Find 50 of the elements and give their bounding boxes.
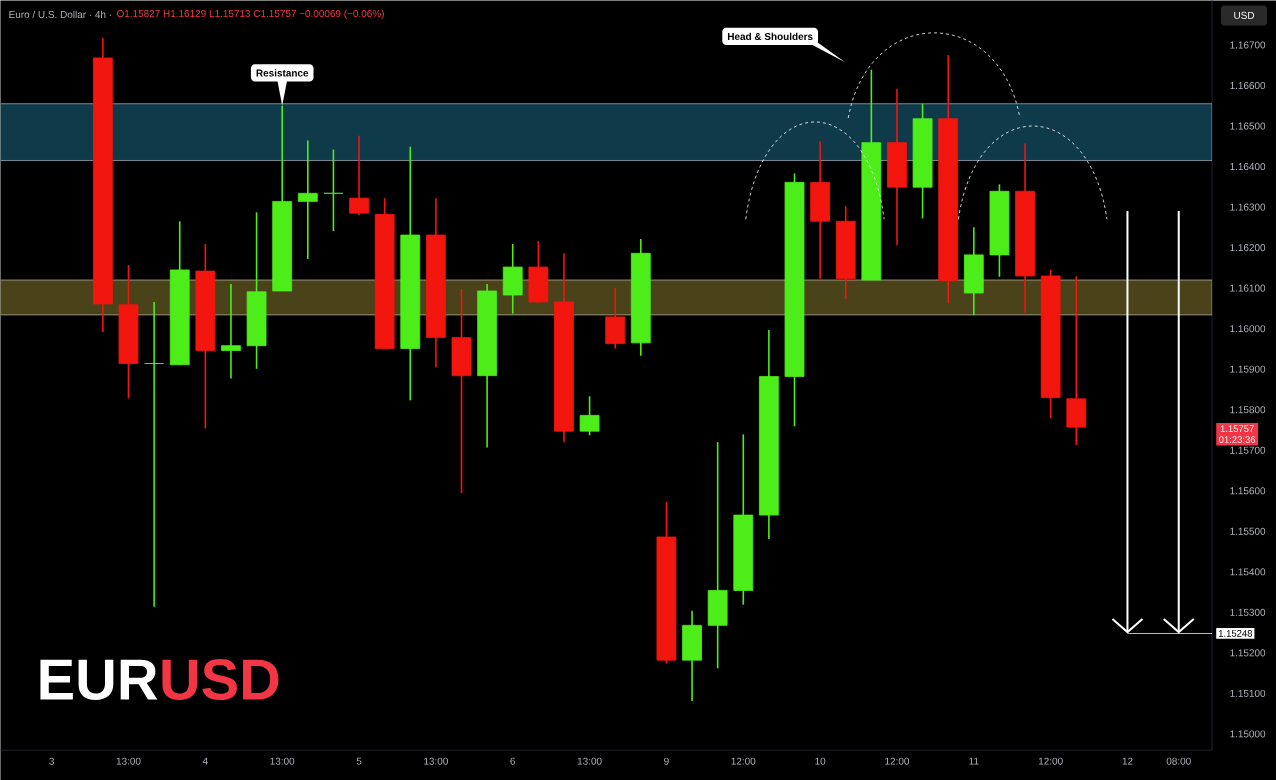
x-tick-label: 13:00 [424,757,448,765]
x-tick-label: 3 [49,757,54,765]
y-tick-label: 1.15200 [1230,649,1266,657]
annotation: Resistance [256,69,309,77]
y-axis-title: USD [1234,11,1255,19]
text: O1.15827 H1.16129 L1.15713 C1.15757 −0.00069 (−0.06%) [116,9,384,19]
y-tick-label: 1.16700 [1230,41,1266,49]
candlestick [579,395,600,436]
y-tick-label: 1.15600 [1230,487,1266,495]
text: Euro / U.S. Dollar · 4h · [9,10,111,18]
ref-line-label: 1.15248 [1218,629,1253,637]
y-tick-label: 1.15700 [1230,446,1266,454]
candlestick [349,134,369,216]
x-tick-label: 12 [1122,757,1133,765]
y-tick-label: 1.16300 [1230,203,1266,211]
text: 01:23:36 [1219,436,1256,443]
x-tick-label: 10 [815,757,826,765]
annotation: USD [162,659,279,700]
y-tick-label: 1.15500 [1230,527,1266,535]
y-tick-label: 1.16400 [1230,162,1266,171]
x-tick-label: 6 [510,757,516,765]
candlestick [297,139,318,260]
candlestick [221,283,241,380]
x-tick-label: 9 [664,757,669,765]
x-tick-label: 12:00 [1038,757,1063,765]
y-tick-label: 1.15900 [1230,365,1266,373]
x-tick-label: 4 [202,757,208,765]
x-tick-label: 5 [356,757,362,765]
y-tick-label: 1.15000 [1230,730,1266,738]
y-tick-label: 1.15100 [1230,689,1266,697]
y-tick-label: 1.15800 [1230,406,1266,414]
x-tick-label: 12:00 [731,757,756,765]
annotation: Head & Shoulders [727,32,813,40]
y-tick-label: 1.15300 [1230,608,1266,616]
x-tick-label: 13:00 [577,757,602,765]
candlestick [144,301,164,608]
x-tick-label: 12:00 [885,757,910,765]
y-tick-label: 1.16100 [1230,284,1266,292]
annotation: EUR [40,659,158,700]
y-tick-label: 1.16500 [1230,122,1266,130]
x-tick-label: 13:00 [270,757,295,765]
candlestick [323,148,344,232]
x-tick-label: 11 [969,757,979,765]
x-tick-label: 08:00 [1166,757,1191,765]
x-tick-label: 13:00 [116,757,141,765]
y-tick-label: 1.16600 [1230,81,1266,89]
y-tick-label: 1.15400 [1230,568,1266,576]
y-tick-label: 1.16000 [1230,325,1266,333]
y-tick-label: 1.16200 [1230,244,1266,252]
text: 1.15757 [1220,425,1254,432]
